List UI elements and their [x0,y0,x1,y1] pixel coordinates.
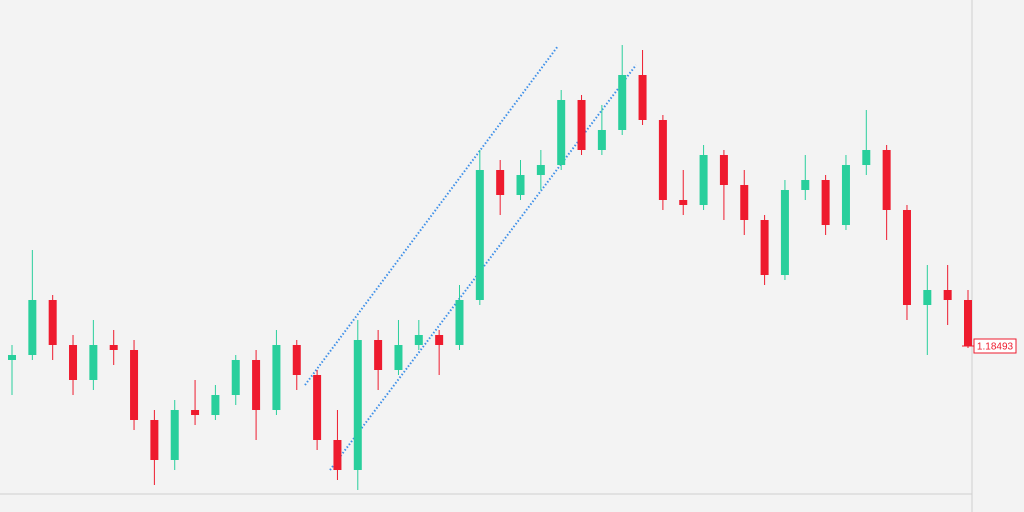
candle-body [313,375,322,440]
candle-body [658,120,667,200]
candle-body [28,300,37,355]
candle-body [130,350,139,420]
candle-body [150,420,159,460]
candle-body [638,75,647,120]
candle-body [496,170,505,195]
candle-body [902,210,911,305]
candle-body [780,190,789,275]
candle-body [231,360,240,395]
candle-body [211,395,220,415]
channel-lower [329,64,637,471]
candle-body [597,130,606,150]
candle-body [760,220,769,275]
candle-body [374,340,383,370]
candle-body [455,300,464,345]
candle-body [333,440,342,470]
candle-body [964,300,972,346]
candle-body [882,150,891,210]
candle-body [89,345,98,380]
candle-body [719,155,728,185]
candle-body [272,345,281,410]
candle-body [740,185,749,220]
candle-body [252,360,261,410]
candle-body [414,335,423,345]
candle-body [618,75,627,130]
candle-body [191,410,200,415]
candle-body [8,355,16,360]
price-label: 1.18493 [977,342,1014,353]
candle-body [699,155,708,205]
candle-body [557,100,566,165]
candle-body [679,200,688,205]
candle-body [435,335,444,345]
candle-body [69,345,78,380]
candle-body [862,150,871,165]
candle-body [292,345,301,375]
candle-body [923,290,932,305]
candle-body [475,170,484,300]
candle-body [353,340,362,470]
candle-body [943,290,952,300]
candle-body [577,100,586,150]
candle-body [48,300,57,345]
candle-body [516,175,525,195]
candle-body [394,345,403,370]
candle-body [801,180,810,190]
candle-body [841,165,850,225]
candle-body [821,180,830,225]
candle-body [170,410,179,460]
channel-upper [304,45,559,386]
candle-body [536,165,545,175]
price-label-box [973,338,1017,354]
candle-body [109,345,118,350]
